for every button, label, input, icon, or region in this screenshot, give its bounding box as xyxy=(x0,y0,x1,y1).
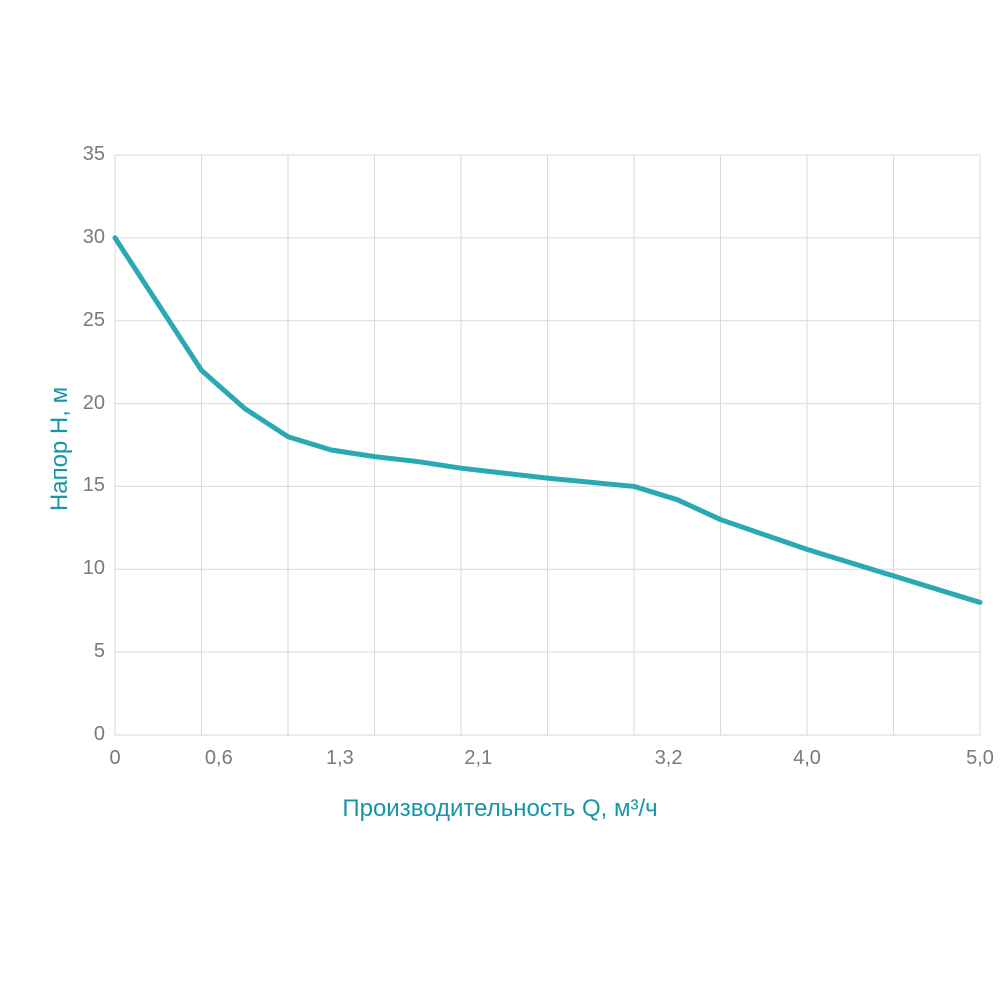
x-tick-label: 4,0 xyxy=(787,747,827,770)
y-tick-label: 15 xyxy=(83,474,105,497)
y-tick-label: 5 xyxy=(94,640,105,663)
x-tick-label: 0,6 xyxy=(199,747,239,770)
y-tick-label: 35 xyxy=(83,143,105,166)
y-tick-label: 25 xyxy=(83,309,105,332)
x-axis-label: Производительность Q, м³/ч xyxy=(0,795,1000,823)
x-tick-label: 0 xyxy=(95,747,135,770)
pump-curve-chart: Напор H, м Производительность Q, м³/ч 0 5… xyxy=(0,0,1000,1000)
y-tick-label: 20 xyxy=(83,392,105,415)
y-tick-label: 10 xyxy=(83,557,105,580)
x-tick-label: 2,1 xyxy=(458,747,498,770)
x-tick-label: 3,2 xyxy=(649,747,689,770)
y-tick-label: 30 xyxy=(83,226,105,249)
chart-svg xyxy=(0,0,1000,1000)
y-tick-label: 0 xyxy=(94,723,105,746)
x-tick-label: 1,3 xyxy=(320,747,360,770)
x-tick-label: 5,0 xyxy=(960,747,1000,770)
y-axis-label: Напор H, м xyxy=(46,369,74,529)
